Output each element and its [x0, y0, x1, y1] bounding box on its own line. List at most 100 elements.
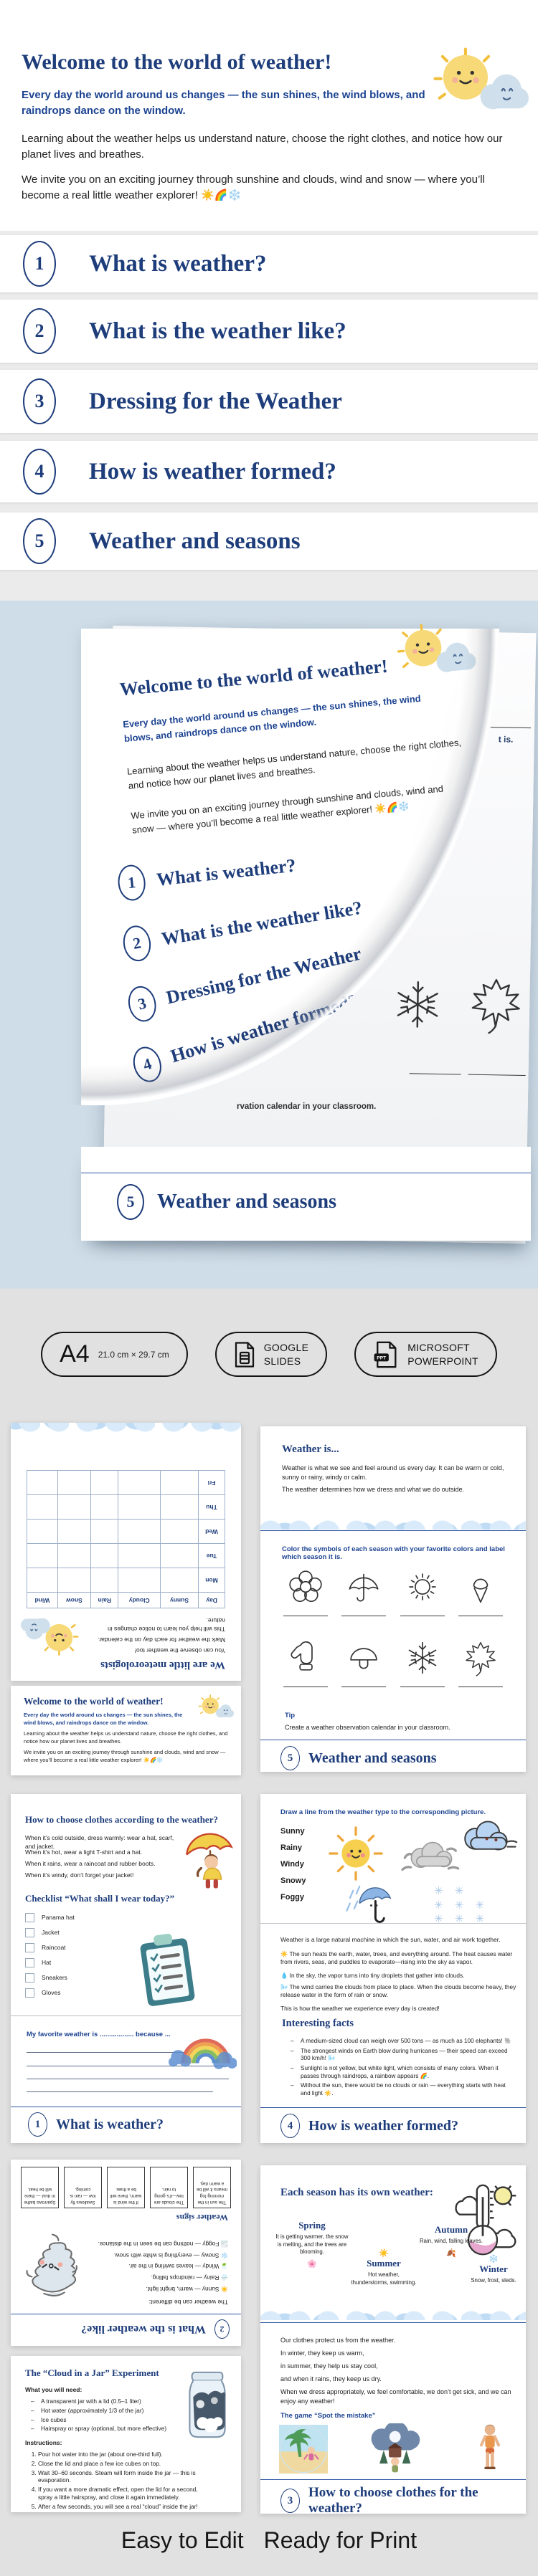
machine-intro: Weather is a large natural machine in wh… [280, 1936, 501, 1943]
step-item: After a few seconds, you will see a real… [38, 2503, 203, 2511]
a4-format-badge: A4 21.0 cm × 29.7 cm [41, 1332, 188, 1377]
section-heading-5: 5 Weather and seasons [280, 1746, 437, 1770]
step-item: Close the lid and place a few ice cubes … [38, 2460, 203, 2468]
section-heading-3: 3 How to choose clothes for the weather? [280, 2485, 526, 2514]
checkbox [25, 1913, 34, 1922]
welcome-paragraph-1: Every day the world around us changes — … [24, 1712, 183, 1726]
color-task-text: Color the symbols of each season with yo… [282, 1545, 505, 1561]
write-line [468, 1074, 526, 1077]
sun-cloud-illustration-icon [21, 1612, 84, 1658]
cloud-border [260, 2299, 526, 2320]
season-spring: Spring It is getting warmer, the snow is… [275, 2220, 349, 2269]
mockup-toc-label-1: What is weather? [155, 854, 297, 890]
season-text: Hot weather, thunderstorms, swimming. [351, 2271, 417, 2286]
toc-label-1: What is weather? [89, 250, 267, 277]
symbol-cell [393, 1638, 452, 1687]
intro-paragraph-3: We invite you on an exciting journey thr… [22, 173, 485, 201]
checklist-label: Gloves [42, 1988, 61, 1996]
summer-emoji: ☀️ [379, 2249, 389, 2258]
clothes-line-1: When it’s cold outside, dress warmly: we… [25, 1834, 174, 1850]
toc-number-5: 5 [23, 518, 56, 564]
weather-type: Snowy [280, 1876, 306, 1885]
sign-card: Swallows fly low — rain is coming. [64, 2167, 102, 2208]
toc-number-2: 2 [23, 308, 56, 354]
checklist-item: Sneakers [25, 1973, 75, 1983]
cloud-jar-illustration [178, 2365, 237, 2445]
season-winter: ❄️ Winter Snow, frost, sleds. [466, 2251, 522, 2285]
girl-raincoat-illustration [182, 1827, 238, 1896]
welcome-paragraph-2: Learning about the weather helps us unde… [24, 1730, 228, 1745]
snowflake-icon [402, 1638, 443, 1678]
jar-title: The “Cloud in a Jar” Experiment [25, 2367, 159, 2378]
season-text: Snow, frost, sleds. [471, 2277, 516, 2284]
a4-label: A4 [60, 1340, 90, 1368]
calendar-row: Thu [27, 1494, 225, 1520]
preview-clothes-page: How to choose clothes according to the w… [11, 1794, 241, 2143]
need-item: Hairspray or spray (optional, but more e… [31, 2425, 174, 2433]
section-heading-label: What is the weather like? [81, 2323, 206, 2336]
ready-for-print-label: Ready for Print [263, 2527, 417, 2553]
preview-weather-like-page: 2 What is the weather like? The weather … [11, 2160, 241, 2346]
weather-kind: ☀️ Sunny — warm, bright light. [146, 2286, 228, 2293]
clothes-line: When we dress appropriately, we feel com… [280, 2388, 511, 2405]
snow-mistake-illustration [365, 2423, 424, 2475]
tip-label: Tip [285, 1712, 296, 1719]
preview-meteorologists-page: We are little meteorologists You can obs… [11, 1423, 241, 1681]
weather-type: Sunny [280, 1827, 305, 1836]
weather-kinds-list: ☀️ Sunny — warm, bright light. 🌧️ Rainy … [92, 2240, 228, 2293]
rotated-page-content: We are little meteorologists You can obs… [11, 1423, 241, 1681]
maple-leaf-icon [461, 1638, 501, 1678]
rotated-page-content: 2 What is the weather like? The weather … [11, 2160, 241, 2346]
section-number-circle: 4 [280, 2114, 300, 2138]
clothes-line-3: When it rains, wear a raincoat and rubbe… [25, 1860, 156, 1867]
sun-cloud-illustration-icon [195, 1693, 234, 1722]
swimsuit-boy-illustration [476, 2422, 504, 2475]
beach-mistake-illustration [279, 2425, 328, 2474]
signs-title: Weather signs [176, 2213, 228, 2223]
section-heading-label: What is weather? [56, 2116, 164, 2132]
meteo-title: We are little meteorologists [100, 1659, 225, 1671]
powerpoint-line2: POWERPOINT [407, 1355, 478, 1367]
intro-paragraph-2: Learning about the weather helps us unde… [22, 133, 503, 161]
a4-dimensions: 21.0 cm × 29.7 cm [98, 1349, 169, 1360]
weather-type-list: Sunny Rainy Windy Snowy Foggy [280, 1827, 306, 1902]
powerpoint-line1: MICROSOFT [407, 1342, 470, 1354]
welcome-paragraph-3: We invite you on an exciting journey thr… [24, 1749, 226, 1763]
mockup-toc-number-1: 1 [116, 863, 148, 902]
instructions-label: Instructions: [25, 2439, 62, 2446]
mockup-title: Welcome to the world of weather! [118, 655, 389, 700]
weather-type: Foggy [280, 1893, 304, 1902]
calendar-day: Mon [198, 1568, 225, 1593]
checkbox [25, 1988, 34, 1998]
weather-signs-row: The sun in the morning fog means it will… [21, 2167, 231, 2208]
windy-picture-icon [451, 1817, 520, 1863]
weather-is-paragraph-1: Weather is what we see and feel around u… [282, 1464, 504, 1482]
fact-item: A medium-sized cloud can weigh over 500 … [291, 2038, 514, 2046]
toc-number-4: 4 [23, 449, 56, 495]
autumn-emoji: 🍂 [446, 2248, 456, 2258]
calendar-row: Fri [27, 1470, 225, 1495]
calendar-header: Rain [90, 1592, 118, 1608]
game-title: The game “Spot the mistake” [280, 2412, 376, 2420]
seasons-title: Each season has its own weather: [280, 2187, 433, 2198]
calendar-header: Wind [27, 1592, 58, 1608]
write-line [27, 2052, 199, 2053]
season-text: Rain, wind, falling leaves. [420, 2238, 483, 2244]
mockup-section: t is. Welcome to the world of weather! E… [0, 601, 538, 1289]
checklist-label: Raincoat [42, 1943, 66, 1951]
format-badges-row: A4 21.0 cm × 29.7 cm GOOGLE SLIDES MICRO… [0, 1332, 538, 1377]
machine-point-4: This is how the weather we experience ev… [280, 2005, 440, 2012]
machine-point-3: 🌬️ The wind carries the clouds from plac… [280, 1983, 516, 1999]
checklist-item: Panama hat [25, 1913, 75, 1922]
intro-section: Welcome to the world of weather! Every d… [0, 0, 538, 231]
checklist-label: Panama hat [42, 1913, 75, 1921]
preview-welcome-page: Welcome to the world of weather! Every d… [11, 1686, 241, 1775]
facts-list: A medium-sized cloud can weigh over 500 … [291, 2038, 514, 2098]
favorite-weather-prompt: My favorite weather is .................… [27, 2031, 171, 2038]
clothes-line-2: When it’s hot, wear a light T-shirt and … [25, 1848, 143, 1856]
mockup-toc-item-5: 5 Weather and seasons [117, 1184, 336, 1220]
google-slides-badge: GOOGLE SLIDES [214, 1332, 328, 1377]
sunny-picture-icon [326, 1824, 385, 1883]
need-item: A transparent jar with a lid (0.5–1 lite… [31, 2398, 174, 2405]
section-heading-label: How to choose clothes for the weather? [308, 2485, 478, 2514]
